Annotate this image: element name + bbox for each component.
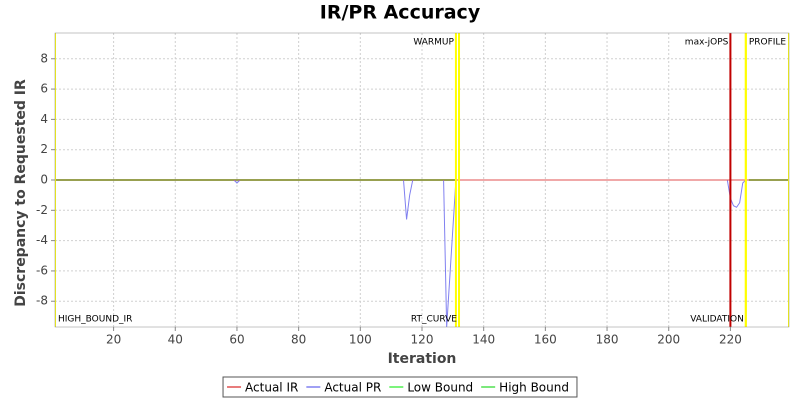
x-tick-label: 80: [291, 333, 306, 347]
x-tick-label: 20: [106, 333, 121, 347]
x-axis-label: Iteration: [388, 351, 457, 367]
y-tick-label: -2: [36, 203, 48, 217]
chart-title: IR/PR Accuracy: [320, 2, 481, 24]
marker-label: max-jOPS: [685, 38, 729, 48]
plot-border: [54, 32, 790, 328]
x-tick-label: 180: [596, 333, 619, 347]
y-tick-label: 2: [40, 142, 48, 156]
x-tick-label: 120: [411, 333, 434, 347]
x-tick-label: 200: [657, 333, 680, 347]
y-tick-label: 4: [40, 112, 48, 126]
y-tick-label: 8: [40, 51, 48, 65]
legend-label: Actual IR: [245, 381, 298, 395]
legend-label: Actual PR: [324, 381, 381, 395]
x-tick-label: 60: [229, 333, 244, 347]
marker-label: WARMUP: [413, 38, 454, 48]
x-tick-label: 40: [168, 333, 183, 347]
y-tick-label: -4: [36, 233, 48, 247]
marker-label: RT_CURVE: [411, 315, 457, 325]
x-tick-label: 140: [472, 333, 495, 347]
legend-label: Low Bound: [407, 381, 473, 395]
y-tick-label: 0: [40, 173, 48, 187]
x-tick-label: 160: [534, 333, 557, 347]
marker-label: VALIDATION: [690, 315, 744, 325]
legend: Actual IR Actual PR Low Bound High Bound: [222, 376, 578, 398]
x-tick-label: 220: [719, 333, 742, 347]
y-tick-label: -8: [36, 294, 48, 308]
x-tick-label: 100: [349, 333, 372, 347]
marker-label: PROFILE: [749, 38, 787, 48]
y-axis-label: Discrepancy to Requested IR: [13, 79, 29, 307]
plot-content: [55, 33, 789, 327]
y-tick-label: 6: [40, 82, 48, 96]
y-tick-label: -6: [36, 263, 48, 277]
legend-label: High Bound: [499, 381, 569, 395]
marker-label: HIGH_BOUND_IR: [58, 315, 132, 325]
